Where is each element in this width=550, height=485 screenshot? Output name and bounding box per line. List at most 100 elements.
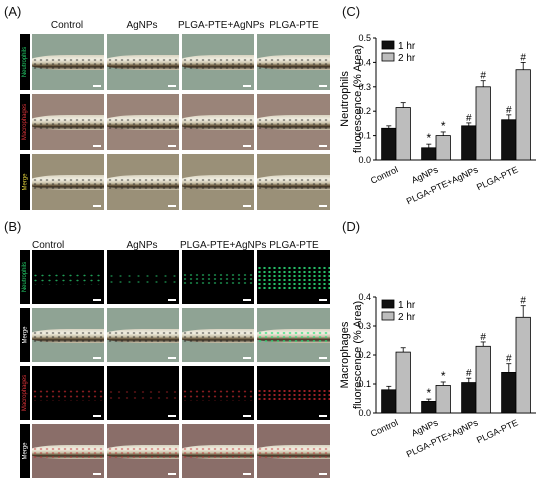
col-header-plga-pte-b: PLGA-PTE [269,240,319,251]
panel-label-a: (A) [4,4,22,19]
micrograph-cell [32,94,104,150]
bar-1-hr-1 [421,147,437,161]
legend-label: 2 hr [398,312,416,323]
micrograph-cell [32,424,104,478]
significance-mark: # [506,354,512,365]
panel-label-c: (C) [342,4,361,19]
y-tick-label: 0.3 [358,82,371,92]
bar-1-hr-2 [461,125,477,161]
col-header-plga-pte-a: PLGA-PTE [269,20,319,31]
micrograph-cell [107,154,179,210]
bar-1-hr-0 [381,127,397,161]
y-axis-label-line: fluorescence (% Area) [352,301,364,409]
bar-2-hr-1 [435,385,451,414]
row-label-macrophages-a: Macrophages [20,94,30,150]
col-header-control-a: Control [50,20,84,31]
row-label-neutrophils-b: Neutrophils [20,250,30,304]
col-header-plga-pte-agnps-a: PLGA-PTE+AgNPs [178,20,265,31]
micrograph-cell [107,424,179,478]
panel-label-d: (D) [342,219,361,234]
micrograph-cell [182,34,254,90]
x-tick-label: Control [369,417,400,438]
micrograph-cell [107,34,179,90]
bar-1-hr-3 [501,372,517,414]
micrograph-cell [107,308,179,362]
y-axis-label: Macrophagesfluorescence (% Area) [339,301,364,409]
micrograph-cell [257,308,330,362]
micrograph-cell [32,250,104,304]
bar-1-hr-0 [381,389,397,414]
micrograph-cell [182,154,254,210]
row-label-merge-b2: Merge [20,424,30,478]
bar-2-hr-3 [515,69,531,161]
x-tick-label: PLGA-PTE+AgNPs [405,417,480,459]
y-tick-label: 0.5 [358,33,371,43]
bar-chart-macrophages: Macrophagesfluorescence (% Area)0.0 0.1 0.… [339,292,536,459]
micrograph-cell [182,366,254,420]
legend-label: 2 hr [398,53,416,64]
panel-label-b: (B) [4,219,22,234]
row-label-neutrophils-a: Neutrophils [20,34,30,90]
y-axis-label-line: fluorescence (% Area) [352,45,364,153]
bar-2-hr-1 [435,135,451,161]
y-tick-label: 0.3 [358,321,371,331]
micrograph-cell [257,366,330,420]
col-header-plga-pte-agnps-b: PLGA-PTE+AgNPs [180,240,267,251]
micrograph-cell [107,250,179,304]
col-header-agnps-b: AgNPs [126,240,158,251]
micrograph-cell [182,94,254,150]
micrograph-cell [32,308,104,362]
micrograph-cell [107,94,179,150]
y-tick-label: 0.0 [358,155,371,165]
y-axis-label-line: Macrophages [339,321,351,388]
bar-1-hr-3 [501,119,517,161]
bar-1-hr-1 [421,401,437,414]
y-tick-label: 0.4 [358,292,371,302]
row-label-merge-b1: Merge [20,308,30,362]
micrograph-cell [182,424,254,478]
legend-swatch [381,299,395,309]
micrograph-cell [182,308,254,362]
bar-1-hr-2 [461,382,477,414]
y-axis-label: Neutrophilsfluorescence (% Area) [339,45,364,153]
micrograph-cell [32,154,104,210]
y-tick-label: 0.2 [358,106,371,116]
x-tick-label: PLGA-PTE [475,164,520,192]
x-tick-label: PLGA-PTE+AgNPs [405,164,480,206]
y-tick-label: 0.2 [358,350,371,360]
micrograph-grid-a: Neutrophils Macrophages Merge [18,34,330,212]
significance-mark: * [441,119,446,133]
bar-chart-neutrophils: Neutrophilsfluorescence (% Area) 0.0 0.1 0.… [339,33,536,206]
y-tick-label: 0.1 [358,379,371,389]
bar-2-hr-2 [475,86,491,161]
row-label-merge-a: Merge [20,154,30,210]
significance-mark: # [520,296,526,307]
significance-mark: # [466,113,472,124]
bar-2-hr-0 [395,107,411,161]
col-header-control-b: Control [32,240,65,251]
micrograph-cell [182,250,254,304]
x-tick-label: Control [369,164,400,185]
row-label-macrophages-b: Macrophages [20,366,30,420]
legend-label: 1 hr [398,300,416,311]
bar-2-hr-0 [395,351,411,414]
micrograph-grid-b: Neutrophils Merge Macrophages Merge [18,250,330,480]
micrograph-cell [257,424,330,478]
significance-mark: * [426,131,431,145]
micrograph-cell [32,34,104,90]
y-axis-label-line: Neutrophils [339,71,351,127]
micrograph-cell [32,366,104,420]
significance-mark: # [520,52,526,63]
col-header-agnps-a: AgNPs [126,20,158,31]
y-tick-label: 0.4 [358,57,371,67]
y-tick-label: 0.1 [358,131,371,141]
micrograph-cell [107,366,179,420]
micrograph-cell [257,154,330,210]
legend-swatch [381,40,395,50]
legend-swatch [381,52,395,62]
legend-swatch [381,311,395,321]
significance-mark: * [426,386,431,400]
micrograph-cell [257,94,330,150]
significance-mark: # [480,71,486,82]
significance-mark: # [506,105,512,116]
